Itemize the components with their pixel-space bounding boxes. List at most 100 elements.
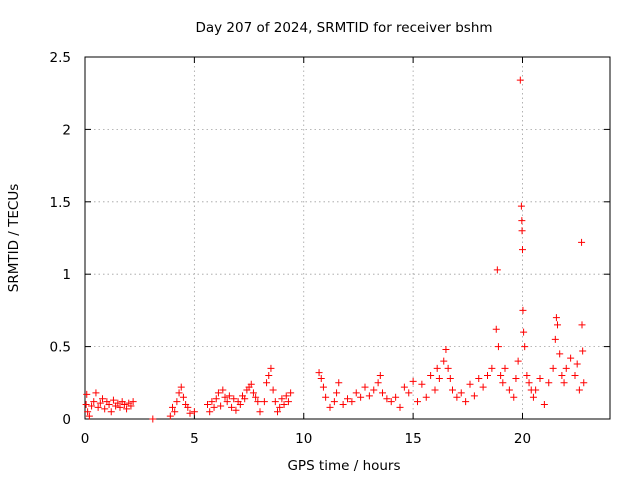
y-tick-label: 0 [62, 412, 71, 428]
data-point [249, 389, 257, 397]
data-point [149, 415, 157, 423]
data-point [525, 379, 533, 387]
data-point [221, 393, 229, 401]
data-point [169, 403, 176, 411]
data-point [265, 372, 273, 380]
data-point [383, 395, 391, 403]
data-point [333, 389, 341, 397]
data-point [236, 401, 244, 409]
data-point [186, 409, 194, 417]
data-point [232, 406, 240, 414]
data-point [554, 321, 561, 329]
x-tick-label: 20 [514, 431, 531, 447]
data-point [116, 403, 124, 411]
data-point [123, 405, 131, 413]
data-point [462, 398, 470, 406]
data-point [466, 380, 474, 388]
data-point [317, 374, 325, 382]
y-tick-labels: 0 0.5 1 1.5 2 2.5 [50, 50, 71, 428]
data-point [361, 383, 369, 391]
data-point [545, 379, 553, 387]
data-point [282, 392, 290, 400]
data-point [523, 372, 531, 380]
data-point [497, 372, 505, 380]
data-point [414, 398, 421, 406]
data-point [512, 374, 520, 382]
data-point [492, 325, 500, 333]
data-point [287, 389, 295, 397]
data-point [567, 354, 575, 362]
data-point [422, 393, 430, 401]
x-tick-label: 5 [190, 431, 199, 447]
data-point [357, 393, 365, 401]
data-point [184, 403, 192, 411]
data-point [252, 393, 260, 401]
data-point [427, 372, 435, 380]
data-point [453, 393, 461, 401]
data-point [223, 398, 231, 406]
data-point [260, 398, 268, 406]
data-point [99, 395, 106, 403]
data-point [214, 389, 222, 397]
y-axis-label: SRMTID / TECUs [6, 184, 22, 292]
data-points [82, 76, 588, 423]
data-point [206, 408, 214, 416]
data-point [230, 395, 238, 403]
data-point [92, 389, 100, 397]
data-point [580, 379, 588, 387]
data-point [573, 360, 581, 368]
data-point [319, 383, 327, 391]
data-point [549, 364, 557, 372]
data-point [107, 408, 115, 416]
data-point [488, 364, 496, 372]
data-point [344, 395, 351, 403]
data-point [271, 398, 279, 406]
data-point [431, 386, 439, 394]
data-point [177, 383, 185, 391]
data-point [339, 401, 347, 409]
data-point [379, 389, 386, 397]
chart-title: Day 207 of 2024, SRMTID for receiver bsh… [195, 20, 492, 36]
data-point [247, 380, 255, 388]
data-point [520, 328, 528, 336]
data-point [518, 227, 526, 235]
x-axis-label: GPS time / hours [287, 458, 400, 474]
data-point [529, 393, 537, 401]
data-point [556, 350, 564, 358]
data-point [210, 403, 218, 411]
data-point [276, 403, 284, 411]
data-point [575, 386, 583, 394]
data-point [516, 76, 524, 84]
data-point [540, 401, 548, 409]
data-point [166, 412, 174, 420]
data-point [510, 393, 518, 401]
x-tick-label: 0 [81, 431, 90, 447]
data-point [105, 401, 113, 409]
data-point [578, 321, 586, 329]
y-tick-label: 0.5 [50, 340, 71, 356]
y-tick-label: 2 [62, 122, 71, 138]
data-point [228, 403, 236, 411]
data-point [83, 390, 91, 398]
data-point [269, 386, 277, 394]
data-point [171, 408, 179, 416]
data-point [241, 395, 249, 403]
data-point [484, 372, 491, 380]
data-point [446, 374, 454, 382]
data-point [127, 402, 135, 410]
data-point [256, 408, 264, 416]
data-point [442, 345, 450, 353]
data-point [225, 392, 233, 400]
data-point [208, 398, 216, 406]
data-point [494, 343, 502, 351]
data-point [551, 335, 559, 343]
data-point [501, 364, 509, 372]
data-point [278, 395, 286, 403]
data-point [335, 379, 343, 387]
data-point [475, 374, 483, 382]
data-point [514, 357, 522, 365]
x-tick-label: 10 [295, 431, 312, 447]
data-point [444, 364, 452, 372]
data-point [562, 364, 570, 372]
